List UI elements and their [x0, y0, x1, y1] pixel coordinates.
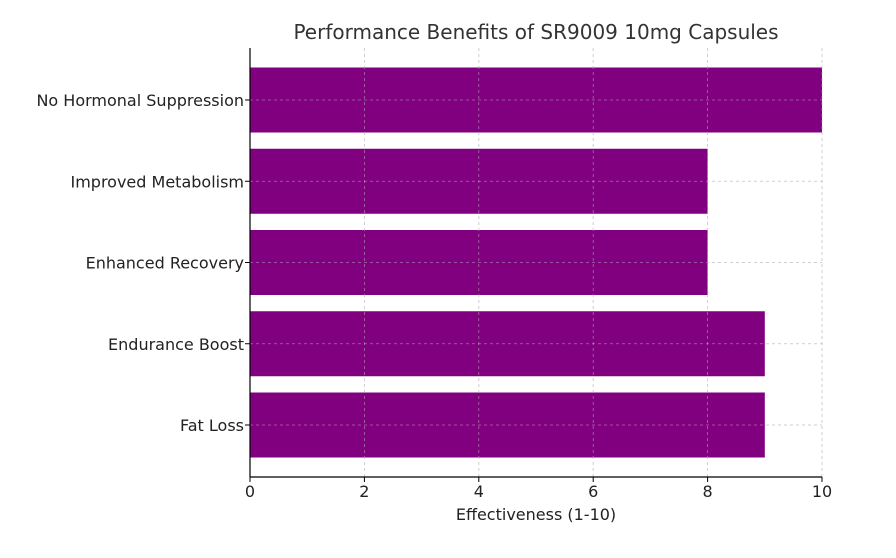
- y-tick-label: Endurance Boost: [108, 335, 244, 354]
- x-tick-label: 4: [474, 482, 484, 501]
- x-tick-label: 8: [703, 482, 713, 501]
- y-tick-label: Enhanced Recovery: [86, 254, 244, 273]
- x-tick-label: 2: [359, 482, 369, 501]
- y-ticks: Fat Loss Endurance Boost Enhanced Recovery…: [36, 91, 250, 435]
- bar: [250, 392, 765, 458]
- y-tick-label: Improved Metabolism: [70, 172, 244, 191]
- bar: [250, 311, 765, 377]
- x-tick-label: 10: [812, 482, 832, 501]
- y-tick-label: No Hormonal Suppression: [36, 91, 244, 110]
- chart-title: Performance Benefits of SR9009 10mg Caps…: [293, 20, 778, 44]
- x-ticks: 0 2 4 6 8 10: [245, 477, 832, 501]
- bars: [249, 48, 823, 477]
- x-tick-label: 6: [588, 482, 598, 501]
- x-axis-label: Effectiveness (1-10): [456, 505, 616, 524]
- x-tick-label: 0: [245, 482, 255, 501]
- y-tick-label: Fat Loss: [180, 416, 244, 435]
